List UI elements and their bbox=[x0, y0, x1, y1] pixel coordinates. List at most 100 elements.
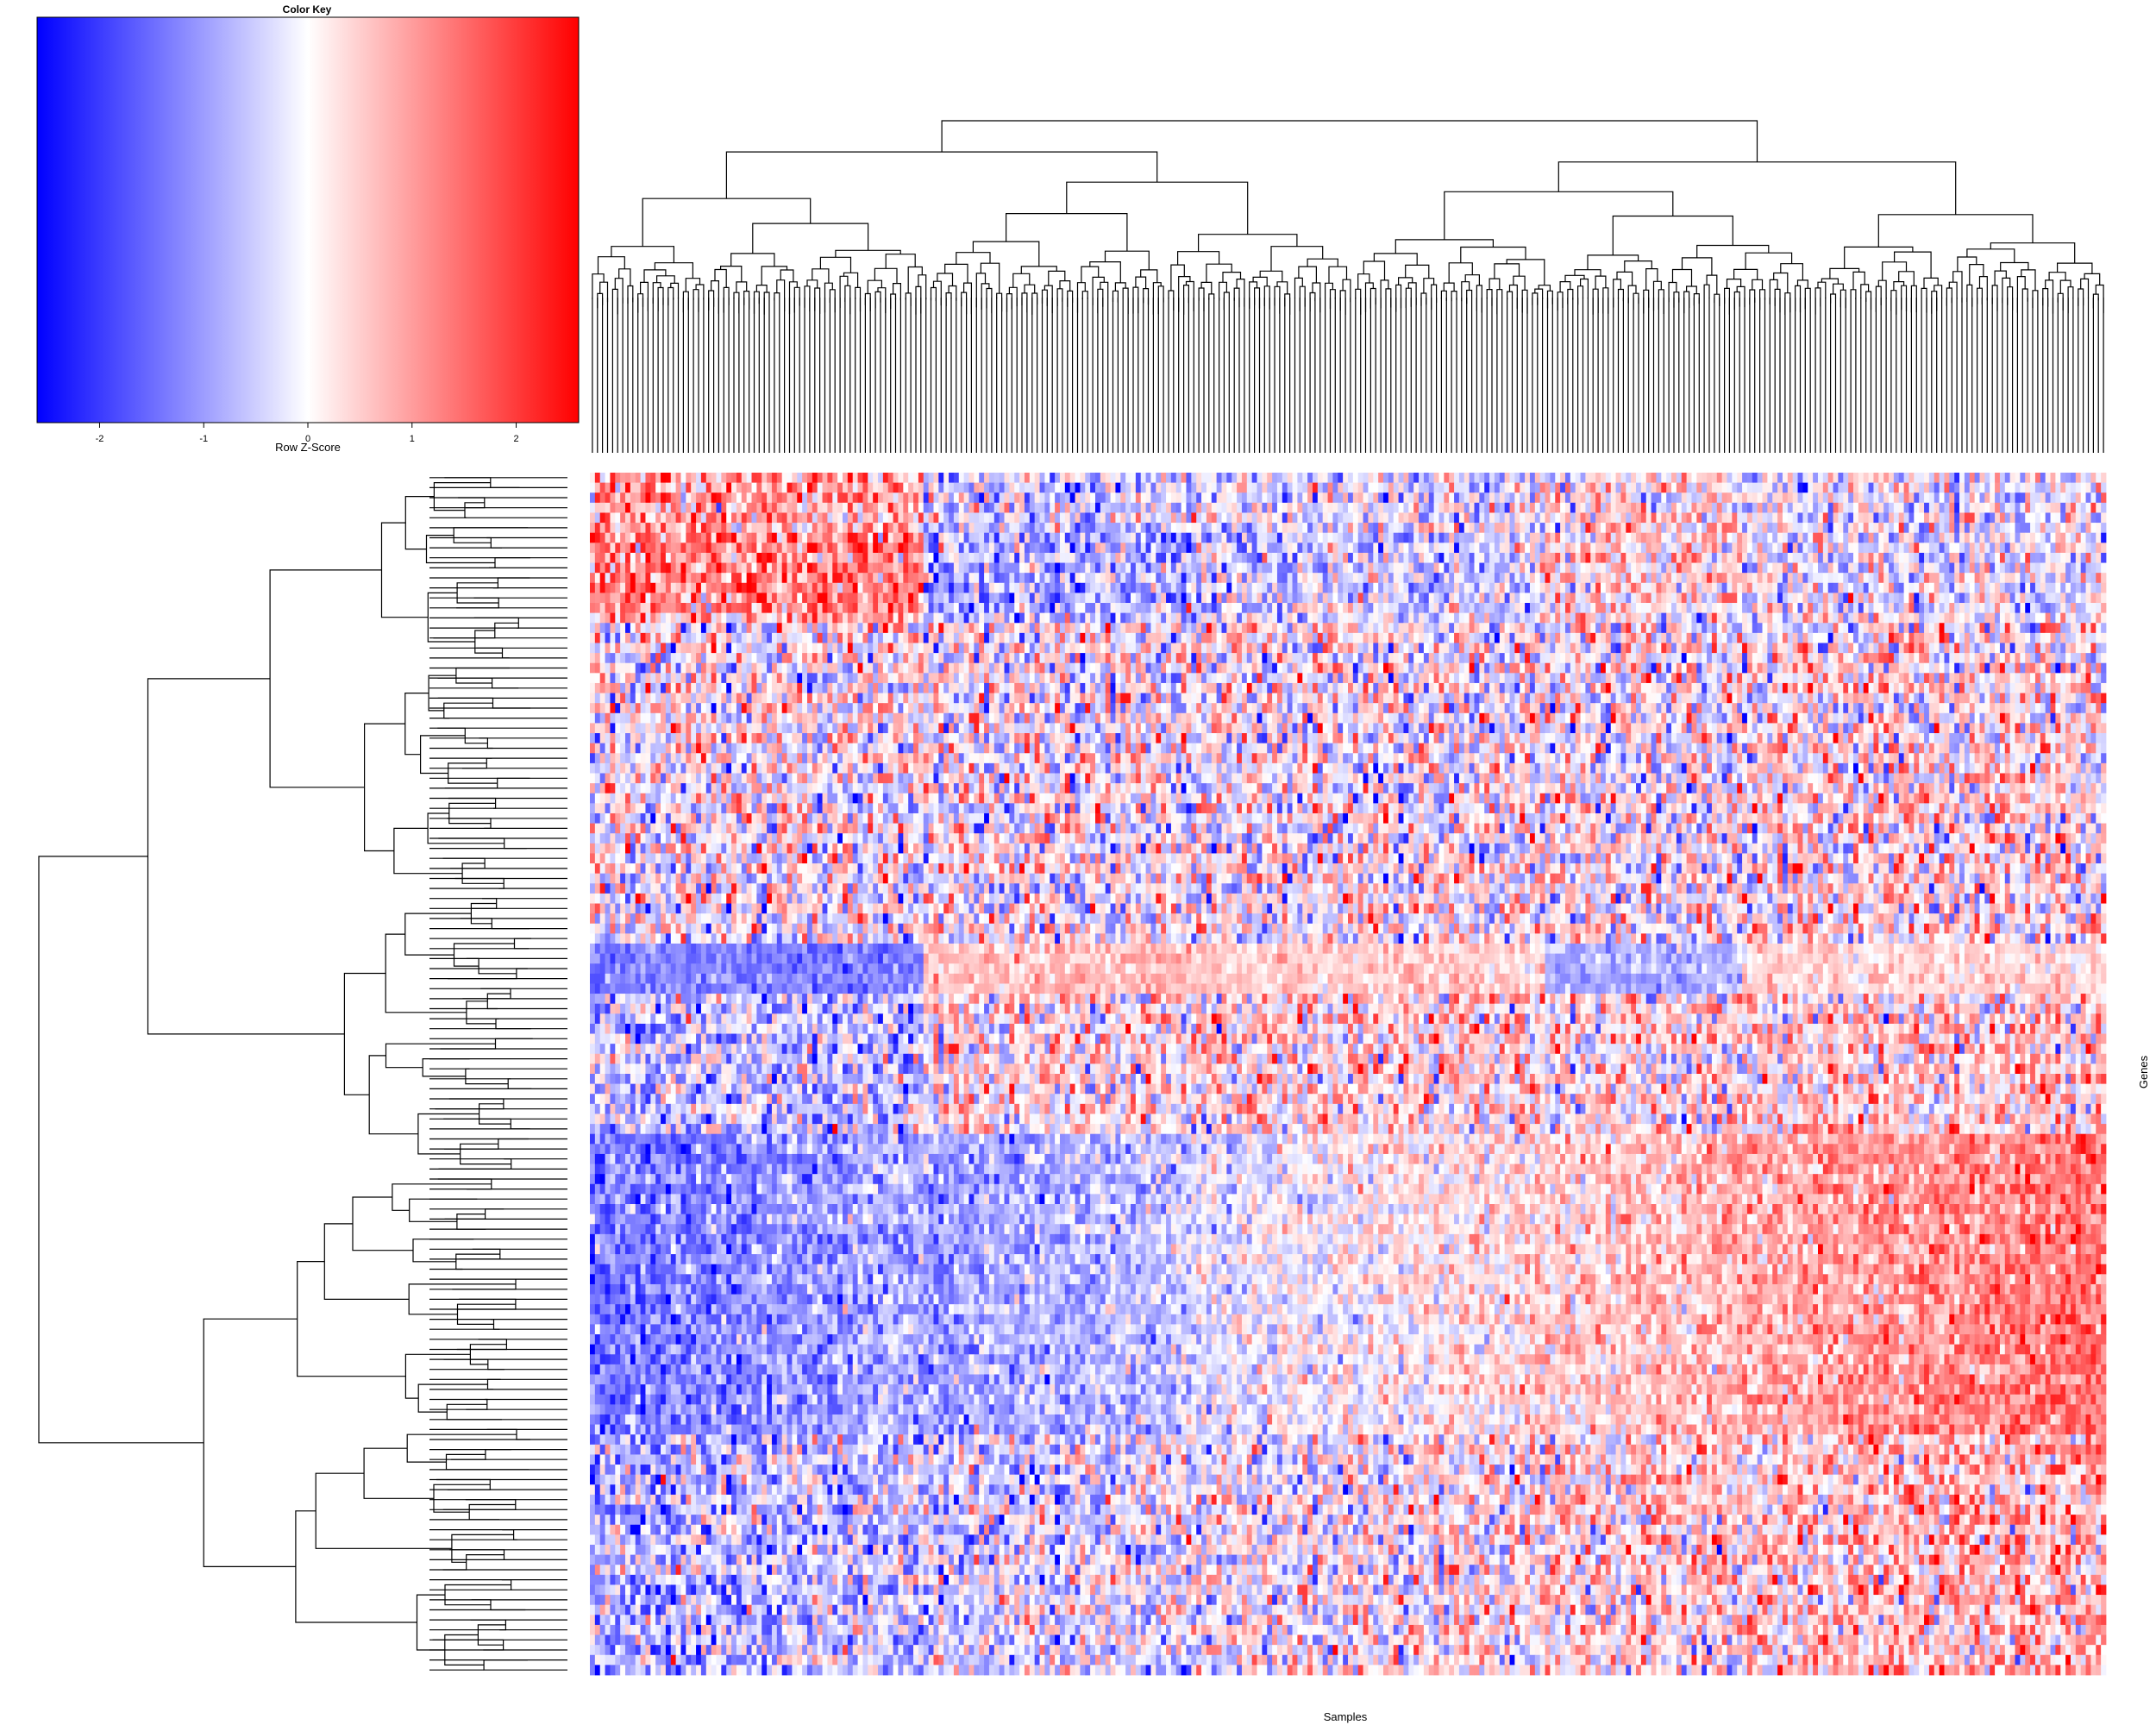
heatmap-cell bbox=[1469, 482, 1475, 493]
heatmap-cell bbox=[1140, 502, 1146, 513]
heatmap-cell bbox=[761, 562, 768, 574]
heatmap-cell bbox=[1702, 562, 1708, 574]
heatmap-cell bbox=[1232, 603, 1238, 614]
heatmap-cell bbox=[1752, 543, 1758, 554]
heatmap-cell bbox=[1419, 512, 1425, 524]
heatmap-cell bbox=[670, 593, 677, 604]
heatmap-cell bbox=[746, 573, 752, 584]
heatmap-cell bbox=[812, 603, 818, 614]
heatmap-cell bbox=[1024, 573, 1031, 584]
heatmap-cell bbox=[2030, 552, 2036, 563]
heatmap-cell bbox=[1898, 482, 1904, 493]
heatmap-cell bbox=[1393, 512, 1399, 524]
heatmap-cell bbox=[1908, 532, 1915, 543]
heatmap-cell bbox=[1064, 492, 1071, 504]
heatmap-cell bbox=[1949, 473, 1955, 484]
heatmap-cell bbox=[1292, 573, 1298, 584]
heatmap-cell bbox=[1393, 603, 1399, 614]
heatmap-cell bbox=[1560, 473, 1566, 484]
heatmap-cell bbox=[1161, 593, 1167, 604]
heatmap-cell bbox=[1631, 582, 1637, 593]
heatmap-cell bbox=[1858, 502, 1865, 513]
heatmap-cell bbox=[1423, 573, 1430, 584]
heatmap-cell bbox=[1990, 492, 1996, 504]
heatmap-cell bbox=[1216, 562, 1222, 574]
heatmap-cell bbox=[993, 552, 1000, 563]
heatmap-cell bbox=[817, 523, 823, 534]
heatmap-cell bbox=[1110, 482, 1116, 493]
heatmap-cell bbox=[1711, 473, 1718, 484]
heatmap-cell bbox=[1494, 532, 1501, 543]
heatmap-cell bbox=[949, 473, 955, 484]
heatmap-cell bbox=[1843, 492, 1849, 504]
heatmap-cell bbox=[1398, 603, 1404, 614]
heatmap-cell bbox=[1090, 482, 1096, 493]
heatmap-cell bbox=[1332, 603, 1338, 614]
heatmap-cell bbox=[2065, 562, 2071, 574]
heatmap-cell bbox=[705, 562, 712, 574]
heatmap-cell bbox=[913, 512, 919, 524]
heatmap-cell bbox=[1858, 573, 1865, 584]
heatmap-cell bbox=[1716, 473, 1723, 484]
heatmap-cell bbox=[645, 502, 651, 513]
heatmap-cell bbox=[1241, 502, 1248, 513]
heatmap-cell bbox=[1802, 523, 1808, 534]
heatmap-cell bbox=[1919, 593, 1925, 604]
heatmap-cell bbox=[1272, 532, 1278, 543]
heatmap-cell bbox=[1272, 593, 1278, 604]
heatmap-cell bbox=[1131, 532, 1137, 543]
heatmap-cell bbox=[847, 562, 854, 574]
heatmap-cell bbox=[1140, 473, 1146, 484]
heatmap-cell bbox=[1161, 562, 1167, 574]
heatmap-cell bbox=[711, 573, 717, 584]
heatmap-cell bbox=[1525, 482, 1531, 493]
heatmap-cell bbox=[953, 473, 960, 484]
heatmap-cell bbox=[1246, 603, 1253, 614]
heatmap-cell bbox=[1974, 543, 1980, 554]
heatmap-cell bbox=[1363, 593, 1369, 604]
heatmap-cell bbox=[1833, 582, 1839, 593]
heatmap-cell bbox=[1090, 492, 1096, 504]
heatmap-cell bbox=[700, 552, 707, 563]
heatmap-cell bbox=[1575, 582, 1581, 593]
color-key-tick-label: 1 bbox=[410, 434, 415, 444]
heatmap-cell bbox=[822, 482, 828, 493]
heatmap-cell bbox=[1161, 473, 1167, 484]
heatmap-cell bbox=[1135, 552, 1142, 563]
heatmap-cell bbox=[1469, 502, 1475, 513]
heatmap-cell bbox=[1716, 552, 1723, 563]
heatmap-cell bbox=[1150, 562, 1156, 574]
heatmap-cell bbox=[1181, 532, 1187, 543]
heatmap-cell bbox=[1873, 573, 1879, 584]
heatmap-cell bbox=[1348, 593, 1354, 604]
heatmap-cell bbox=[1140, 543, 1146, 554]
heatmap-cell bbox=[590, 603, 596, 614]
heatmap-cell bbox=[721, 492, 727, 504]
heatmap-cell bbox=[1019, 593, 1025, 604]
heatmap-cell bbox=[1979, 552, 1985, 563]
heatmap-cell bbox=[1645, 532, 1651, 543]
heatmap-cell bbox=[1004, 532, 1010, 543]
heatmap-cell bbox=[771, 502, 778, 513]
heatmap-cell bbox=[1489, 573, 1495, 584]
heatmap-cell bbox=[1039, 523, 1045, 534]
heatmap-cell bbox=[1949, 492, 1955, 504]
heatmap-cell bbox=[1757, 502, 1763, 513]
heatmap-cell bbox=[1469, 593, 1475, 604]
heatmap-cell bbox=[1322, 532, 1328, 543]
heatmap-cell bbox=[2030, 523, 2036, 534]
heatmap-cell bbox=[1878, 523, 1884, 534]
heatmap-cell bbox=[1883, 502, 1890, 513]
heatmap-cell bbox=[949, 502, 955, 513]
heatmap-cell bbox=[1995, 502, 2001, 513]
heatmap-cell bbox=[1059, 512, 1066, 524]
heatmap-cell bbox=[903, 562, 909, 574]
heatmap-cell bbox=[741, 573, 748, 584]
heatmap-cell bbox=[1019, 573, 1025, 584]
heatmap-cell bbox=[756, 603, 762, 614]
heatmap-cell bbox=[675, 492, 681, 504]
heatmap-cell bbox=[988, 492, 995, 504]
heatmap-cell bbox=[1873, 532, 1879, 543]
heatmap-cell bbox=[1752, 552, 1758, 563]
heatmap-cell bbox=[736, 502, 743, 513]
